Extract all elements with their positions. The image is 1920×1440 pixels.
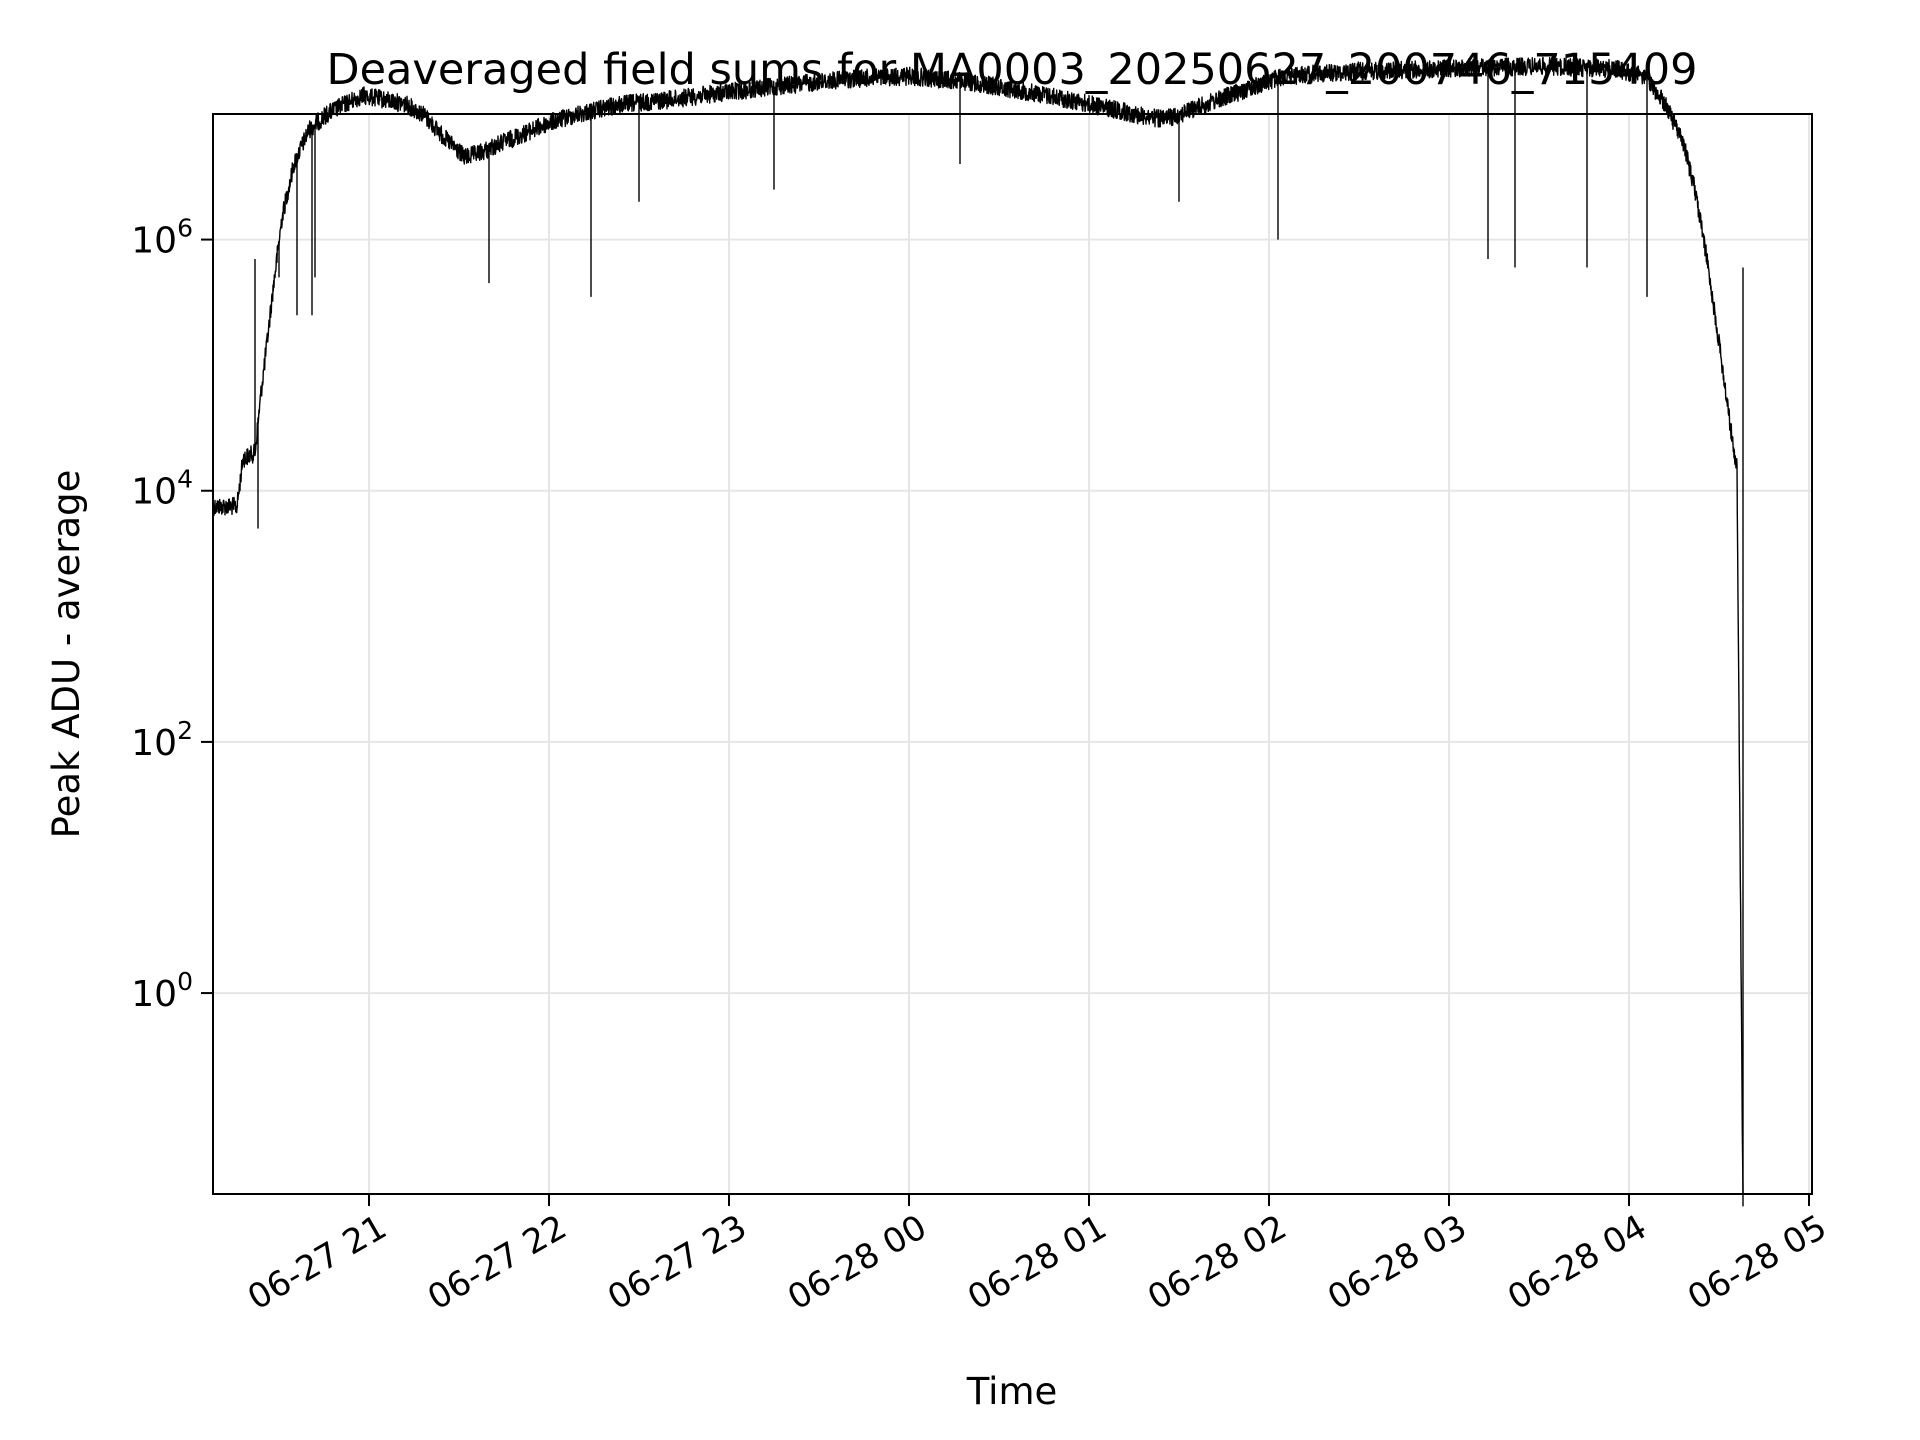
plot-frame bbox=[212, 113, 1813, 1195]
series-group bbox=[212, 56, 1744, 1207]
data-series-line bbox=[212, 56, 1744, 1195]
y-axis-label: Peak ADU - average bbox=[45, 470, 88, 839]
grid bbox=[213, 114, 1812, 1194]
y-tick-label: 100 bbox=[131, 967, 193, 1015]
y-tick-label: 104 bbox=[131, 465, 193, 513]
chart-title: Deaveraged field sums for MA0003_2025062… bbox=[326, 45, 1697, 95]
y-tick-label: 106 bbox=[131, 214, 193, 262]
y-axis: 100 102 104 106 bbox=[131, 214, 213, 1015]
x-axis-label: Time bbox=[966, 1370, 1058, 1413]
y-tick-label: 102 bbox=[131, 716, 193, 764]
